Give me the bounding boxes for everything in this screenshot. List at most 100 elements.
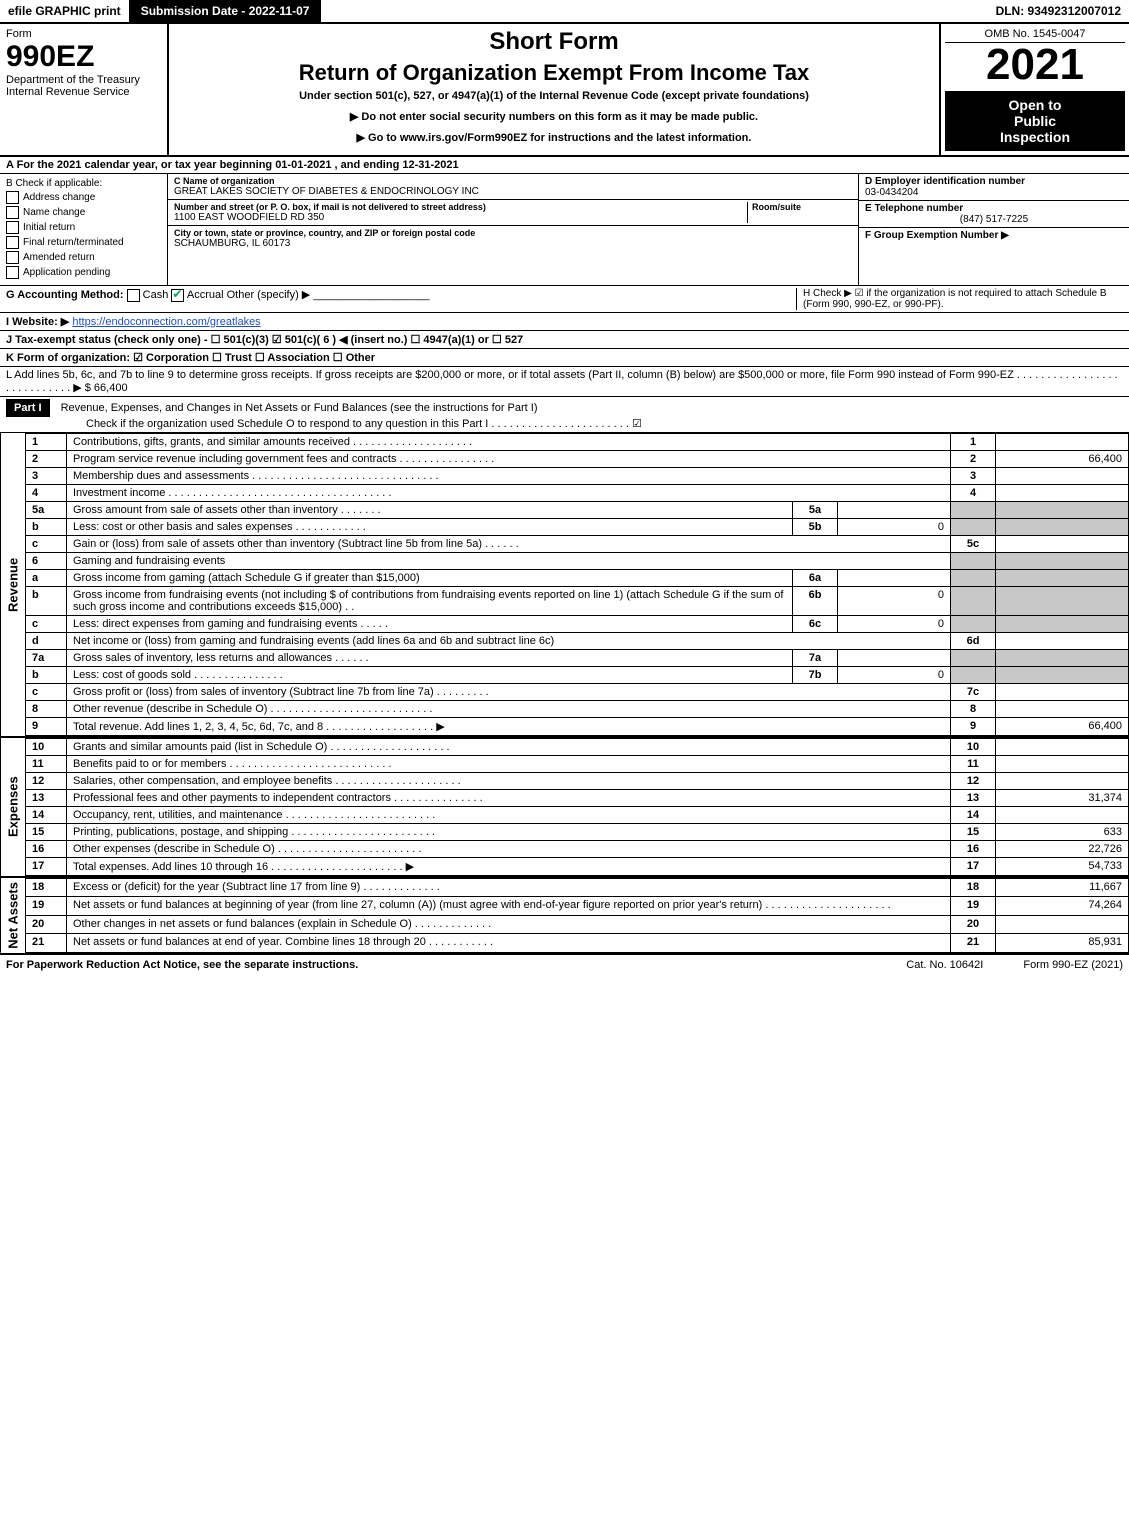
form-id: Form 990-EZ (2021) — [1023, 959, 1123, 971]
check-application-pending[interactable]: Application pending — [6, 266, 161, 279]
checkbox-accrual[interactable] — [171, 289, 184, 302]
line-k: K Form of organization: ☑ Corporation ☐ … — [0, 349, 1129, 367]
line-num: 9 — [26, 718, 67, 736]
inner-amt: 0 — [838, 519, 951, 536]
line-desc: Gaming and fundraising events — [67, 553, 951, 570]
checkbox-icon[interactable] — [6, 191, 19, 204]
line-box: 1 — [951, 434, 996, 451]
shade-cell — [951, 587, 996, 616]
goto-note[interactable]: ▶ Go to www.irs.gov/Form990EZ for instru… — [175, 131, 933, 144]
line-a-tax-year: A For the 2021 calendar year, or tax yea… — [0, 157, 1129, 174]
line-box: 13 — [951, 790, 996, 807]
line-amt — [996, 756, 1129, 773]
table-row: 2Program service revenue including gover… — [26, 451, 1129, 468]
expenses-side-label: Expenses — [0, 738, 25, 876]
table-row: dNet income or (loss) from gaming and fu… — [26, 633, 1129, 650]
inner-box: 5b — [793, 519, 838, 536]
line-desc: Less: cost or other basis and sales expe… — [67, 519, 793, 536]
shade-cell — [996, 667, 1129, 684]
table-row: 21Net assets or fund balances at end of … — [26, 934, 1129, 952]
efile-print-label[interactable]: efile GRAPHIC print — [0, 0, 131, 22]
line-amt: 66,400 — [996, 451, 1129, 468]
table-row: 18Excess or (deficit) for the year (Subt… — [26, 879, 1129, 897]
line-desc: Net assets or fund balances at beginning… — [67, 897, 951, 915]
netassets-table: 18Excess or (deficit) for the year (Subt… — [25, 878, 1129, 953]
line-num: 20 — [26, 915, 67, 933]
table-row: 16Other expenses (describe in Schedule O… — [26, 841, 1129, 858]
expenses-section: Expenses 10Grants and similar amounts pa… — [0, 738, 1129, 878]
check-name-change[interactable]: Name change — [6, 206, 161, 219]
line-num: 6 — [26, 553, 67, 570]
line-desc: Grants and similar amounts paid (list in… — [67, 739, 951, 756]
line-amt: 66,400 — [996, 718, 1129, 736]
checkbox-icon[interactable] — [6, 236, 19, 249]
table-row: cGross profit or (loss) from sales of in… — [26, 684, 1129, 701]
paperwork-notice: For Paperwork Reduction Act Notice, see … — [6, 959, 866, 971]
checkbox-icon[interactable] — [6, 221, 19, 234]
table-row: 17Total expenses. Add lines 10 through 1… — [26, 858, 1129, 876]
inner-box: 6a — [793, 570, 838, 587]
checkbox-cash[interactable] — [127, 289, 140, 302]
table-row: 9Total revenue. Add lines 1, 2, 3, 4, 5c… — [26, 718, 1129, 736]
table-row: bGross income from fundraising events (n… — [26, 587, 1129, 616]
check-amended-return[interactable]: Amended return — [6, 251, 161, 264]
form-title: Return of Organization Exempt From Incom… — [175, 60, 933, 86]
page-footer: For Paperwork Reduction Act Notice, see … — [0, 955, 1129, 975]
table-row: 3Membership dues and assessments . . . .… — [26, 468, 1129, 485]
line-amt: 85,931 — [996, 934, 1129, 952]
line-desc: Other changes in net assets or fund bala… — [67, 915, 951, 933]
line-amt: 74,264 — [996, 897, 1129, 915]
shade-cell — [951, 650, 996, 667]
org-name: GREAT LAKES SOCIETY OF DIABETES & ENDOCR… — [174, 186, 852, 197]
line-j: J Tax-exempt status (check only one) - ☐… — [0, 331, 1129, 349]
line-amt — [996, 485, 1129, 502]
line-num: b — [26, 667, 67, 684]
line-num: b — [26, 587, 67, 616]
line-amt — [996, 536, 1129, 553]
inspect-line3: Inspection — [949, 129, 1121, 145]
check-address-change[interactable]: Address change — [6, 191, 161, 204]
line-box: 18 — [951, 879, 996, 897]
website-link[interactable]: https://endoconnection.com/greatlakes — [72, 316, 260, 328]
checkbox-icon[interactable] — [6, 266, 19, 279]
header-center: Short Form Return of Organization Exempt… — [169, 24, 939, 155]
line-desc: Net income or (loss) from gaming and fun… — [67, 633, 951, 650]
table-row: 8Other revenue (describe in Schedule O) … — [26, 701, 1129, 718]
line-num: 13 — [26, 790, 67, 807]
line-amt — [996, 739, 1129, 756]
check-final-return[interactable]: Final return/terminated — [6, 236, 161, 249]
line-num: 19 — [26, 897, 67, 915]
inner-box: 5a — [793, 502, 838, 519]
line-amt — [996, 468, 1129, 485]
table-row: 20Other changes in net assets or fund ba… — [26, 915, 1129, 933]
shade-cell — [951, 502, 996, 519]
line-box: 15 — [951, 824, 996, 841]
line-num: 4 — [26, 485, 67, 502]
part1-header: Part I Revenue, Expenses, and Changes in… — [0, 397, 1129, 433]
shade-cell — [996, 650, 1129, 667]
ein-value: 03-0434204 — [865, 187, 1123, 198]
line-gh: G Accounting Method: Cash Accrual Other … — [0, 286, 1129, 313]
line-desc: Less: cost of goods sold . . . . . . . .… — [67, 667, 793, 684]
line-amt — [996, 701, 1129, 718]
checkbox-icon[interactable] — [6, 206, 19, 219]
ein-label: D Employer identification number — [865, 176, 1123, 187]
website-label: I Website: ▶ — [6, 316, 69, 328]
dln-label: DLN: 93492312007012 — [988, 0, 1129, 22]
line-num: 10 — [26, 739, 67, 756]
table-row: 7aGross sales of inventory, less returns… — [26, 650, 1129, 667]
line-box: 17 — [951, 858, 996, 876]
street-label: Number and street (or P. O. box, if mail… — [174, 202, 747, 212]
top-bar: efile GRAPHIC print Submission Date - 20… — [0, 0, 1129, 24]
inner-amt — [838, 570, 951, 587]
line-box: 14 — [951, 807, 996, 824]
table-row: 6Gaming and fundraising events — [26, 553, 1129, 570]
dept-treasury: Department of the Treasury — [6, 74, 161, 86]
table-row: cLess: direct expenses from gaming and f… — [26, 616, 1129, 633]
line-desc: Gross amount from sale of assets other t… — [67, 502, 793, 519]
line-num: 5a — [26, 502, 67, 519]
check-initial-return[interactable]: Initial return — [6, 221, 161, 234]
checkbox-icon[interactable] — [6, 251, 19, 264]
line-num: c — [26, 536, 67, 553]
line-h: H Check ▶ ☑ if the organization is not r… — [796, 288, 1123, 310]
